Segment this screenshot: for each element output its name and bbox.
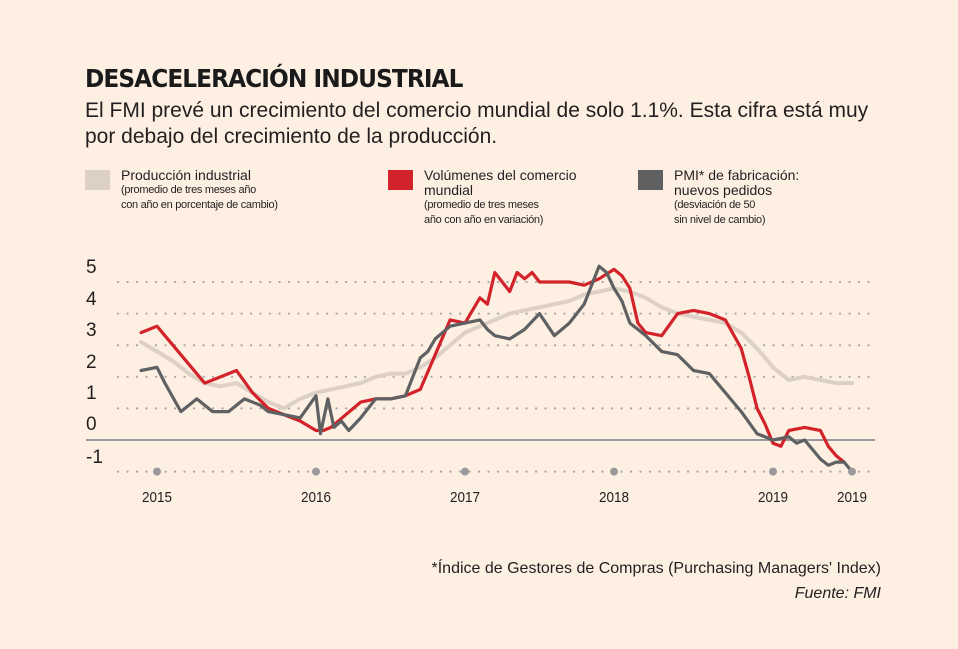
x-tick-marker: [769, 467, 777, 476]
y-tick-label: 3: [86, 320, 97, 342]
x-tick-marker: [312, 467, 320, 476]
legend-sublabel: año con año en variación): [424, 214, 544, 226]
y-tick-label: 4: [86, 288, 97, 310]
source-note: Fuente: FMI: [794, 585, 881, 602]
footnote: *Índice de Gestores de Compras (Purchasi…: [431, 560, 882, 577]
legend-label: Volúmenes del comercio: [424, 167, 577, 183]
y-tick-label: 2: [86, 351, 97, 373]
x-tick-label: 2019: [757, 489, 789, 506]
x-tick-marker: [610, 467, 618, 476]
y-tick-label: -1: [86, 446, 103, 468]
legend-swatch-pmi: [638, 170, 663, 190]
gridlines: [86, 280, 877, 473]
x-tick-label: 2017: [449, 489, 481, 506]
y-tick-label: 5: [86, 257, 97, 278]
x-tick-marker: [461, 467, 469, 476]
x-tick-marker: [153, 467, 161, 476]
legend-label: nuevos pedidos: [674, 182, 773, 198]
legend-label: PMI* de fabricación:: [674, 167, 800, 183]
chart-title: DESACELERACIÓN INDUSTRIAL: [85, 64, 463, 93]
y-tick-label: 0: [86, 414, 97, 435]
x-tick-label: 2016: [300, 489, 332, 506]
x-tick-label: 2019: [836, 489, 868, 506]
series-line-comercio: [139, 267, 846, 464]
series-line-produccion: [139, 286, 854, 411]
legend-label: Producción industrial: [121, 167, 251, 183]
x-tick-marker: [848, 467, 856, 476]
chart-subtitle: El FMI prevé un crecimiento del comercio…: [85, 99, 869, 148]
x-tick-label: 2015: [141, 489, 173, 506]
x-tick-label: 2018: [598, 489, 630, 506]
legend-sublabel: (promedio de tres meses: [424, 199, 539, 211]
x-tick-markers: [153, 467, 856, 476]
y-tick-label: 1: [86, 383, 97, 405]
series-lines: [139, 264, 854, 474]
legend-sublabel: (promedio de tres meses año: [121, 184, 256, 196]
legend-swatch-comercio: [388, 170, 413, 190]
legend-label: mundial: [424, 182, 474, 198]
legend-sublabel: (desviación de 50: [674, 199, 756, 211]
series-line-pmi: [139, 264, 854, 474]
legend-sublabel: con año en porcentaje de cambio): [121, 199, 278, 211]
legend-sublabel: sin nivel de cambio): [674, 214, 766, 226]
legend-swatch-produccion: [85, 170, 110, 190]
